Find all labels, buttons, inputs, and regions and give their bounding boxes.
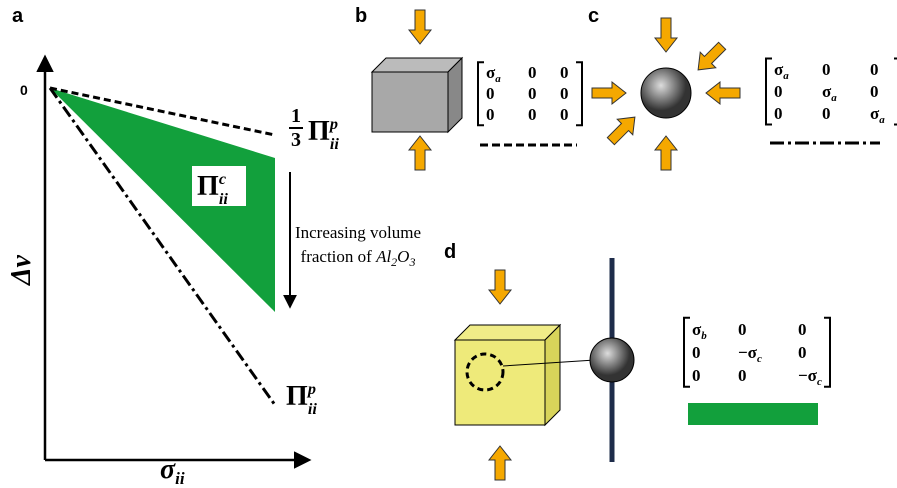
matrix-entry: 0 bbox=[560, 105, 569, 124]
base: σ bbox=[160, 454, 176, 485]
green-bar bbox=[688, 403, 818, 425]
cube bbox=[372, 72, 448, 132]
matrix-entry: σa bbox=[870, 104, 885, 126]
panel-label: b bbox=[355, 5, 367, 27]
base: −σ bbox=[738, 343, 758, 362]
matrix-entry: 0 bbox=[738, 366, 747, 385]
bracket bbox=[576, 62, 582, 125]
matrix-entry: 0 bbox=[822, 60, 831, 79]
bracket bbox=[766, 59, 772, 125]
matrix-entry: 0 bbox=[528, 84, 537, 103]
matrix-entry: 0 bbox=[528, 105, 537, 124]
matrix-entry: σb bbox=[692, 320, 707, 342]
matrix-entry: −σc bbox=[798, 366, 822, 388]
matrix-entry: 0 bbox=[822, 104, 831, 123]
matrix-entry: 0 bbox=[738, 320, 747, 339]
chem: O bbox=[397, 247, 409, 266]
arrow bbox=[655, 18, 677, 52]
note: Increasing volume bbox=[295, 223, 421, 242]
matrix-entry: 0 bbox=[798, 320, 807, 339]
matrix-entry: 0 bbox=[560, 84, 569, 103]
arrow bbox=[489, 270, 511, 304]
sub: a bbox=[831, 92, 837, 104]
sub: ii bbox=[175, 469, 185, 488]
matrix-entry: −σc bbox=[738, 343, 762, 365]
numerator: 1 bbox=[291, 105, 301, 127]
base: −σ bbox=[798, 366, 818, 385]
matrix-entry: 0 bbox=[798, 343, 807, 362]
matrix-entry: 0 bbox=[774, 104, 783, 123]
sub: a bbox=[879, 114, 885, 126]
arrow bbox=[592, 82, 626, 104]
matrix-entry: 0 bbox=[870, 60, 879, 79]
matrix-entry: 0 bbox=[870, 82, 879, 101]
panel-label: d bbox=[444, 241, 456, 263]
sup: p bbox=[306, 380, 316, 398]
denominator: 3 bbox=[291, 129, 301, 151]
arrow bbox=[690, 38, 730, 78]
sup: c bbox=[219, 170, 226, 188]
sub: a bbox=[495, 73, 501, 85]
note-text: fraction of bbox=[301, 247, 377, 266]
particle bbox=[641, 68, 691, 118]
sub: a bbox=[783, 70, 789, 82]
sub: b bbox=[701, 330, 707, 342]
arrow bbox=[409, 136, 431, 170]
sup: p bbox=[328, 115, 338, 133]
matrix-entry: 0 bbox=[692, 366, 701, 385]
base: Π bbox=[308, 116, 330, 147]
pi-label: Πp ii bbox=[286, 380, 317, 418]
matrix-entry: σa bbox=[774, 60, 789, 82]
y-axis-label: Δv bbox=[6, 254, 37, 286]
arrow bbox=[603, 109, 643, 149]
panel-label: a bbox=[12, 5, 24, 27]
bracket bbox=[824, 318, 830, 387]
matrix-entry: 0 bbox=[528, 63, 537, 82]
pi-label: Πp ii bbox=[308, 115, 339, 153]
note: fraction of Al2O3 bbox=[301, 247, 416, 269]
matrix-entry: 0 bbox=[560, 63, 569, 82]
arrow bbox=[655, 136, 677, 170]
panel-label: c bbox=[588, 5, 599, 27]
bracket bbox=[684, 318, 690, 387]
sub: ii bbox=[330, 135, 340, 153]
bracket bbox=[478, 62, 484, 125]
sub: ii bbox=[308, 400, 318, 418]
figure: abcd0Δvσii13ΠpiiΠciiΠpiiIncreasing volum… bbox=[0, 0, 897, 488]
base: Π bbox=[286, 381, 308, 412]
chem: Al bbox=[375, 247, 391, 266]
arrow bbox=[706, 82, 740, 104]
matrix-entry: σa bbox=[486, 63, 501, 85]
matrix-entry: 0 bbox=[692, 343, 701, 362]
sub: ii bbox=[219, 190, 229, 208]
particle bbox=[590, 338, 634, 382]
matrix-entry: 0 bbox=[486, 84, 495, 103]
matrix-entry: 0 bbox=[774, 82, 783, 101]
arrow bbox=[489, 446, 511, 480]
origin-label: 0 bbox=[20, 82, 28, 98]
matrix-entry: 0 bbox=[486, 105, 495, 124]
sub: c bbox=[817, 376, 822, 388]
sub: c bbox=[757, 353, 762, 365]
base: Π bbox=[197, 171, 219, 202]
arrow bbox=[409, 10, 431, 44]
matrix-entry: σa bbox=[822, 82, 837, 104]
chem: 3 bbox=[408, 255, 415, 269]
